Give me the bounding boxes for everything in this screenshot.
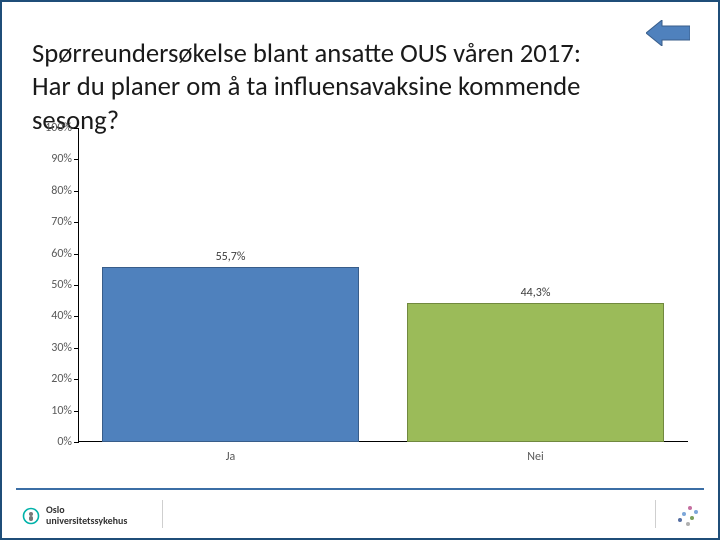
y-tick: 30% (32, 341, 78, 355)
bar-slot: 55,7% (78, 128, 383, 442)
y-tick: 40% (32, 309, 78, 323)
y-tick: 0% (32, 435, 78, 449)
bar-value-label: 55,7% (103, 250, 357, 264)
bar-slot: 44,3% (383, 128, 688, 442)
brand-dots-icon (670, 504, 700, 528)
y-tick: 20% (32, 372, 78, 386)
x-labels: JaNei (78, 446, 688, 468)
footer-divider (16, 488, 704, 490)
x-label: Ja (78, 446, 383, 468)
logo-icon (22, 507, 40, 525)
bar: 55,7% (102, 267, 358, 442)
org-logo: Oslo universitetssykehus (22, 505, 127, 526)
y-tick: 60% (32, 247, 78, 261)
y-tick: 10% (32, 404, 78, 418)
back-arrow-button[interactable] (646, 20, 690, 46)
x-label: Nei (383, 446, 688, 468)
title-line-1: Spørreundersøkelse blant ansatte OUS vår… (32, 38, 652, 71)
bar: 44,3% (407, 303, 663, 442)
y-tick: 80% (32, 184, 78, 198)
page-title: Spørreundersøkelse blant ansatte OUS vår… (32, 38, 652, 138)
arrow-left-icon (646, 20, 690, 46)
bar-chart: 55,7% 44,3% 0% 10% 20% 30% 40% 50% 60% 70% 80% 90%… (32, 128, 692, 468)
y-tick: 90% (32, 152, 78, 166)
y-tick: 50% (32, 278, 78, 292)
footer-separator (655, 500, 656, 528)
logo-text: Oslo universitetssykehus (46, 505, 127, 526)
bars-container: 55,7% 44,3% (78, 128, 688, 442)
logo-text-line2: universitetssykehus (46, 516, 127, 527)
y-tick: 70% (32, 215, 78, 229)
y-tick: 100% (32, 121, 78, 135)
slide: Spørreundersøkelse blant ansatte OUS vår… (0, 0, 720, 540)
footer-separator (162, 500, 163, 528)
bar-value-label: 44,3% (408, 286, 662, 300)
plot-area: 55,7% 44,3% (78, 128, 688, 442)
